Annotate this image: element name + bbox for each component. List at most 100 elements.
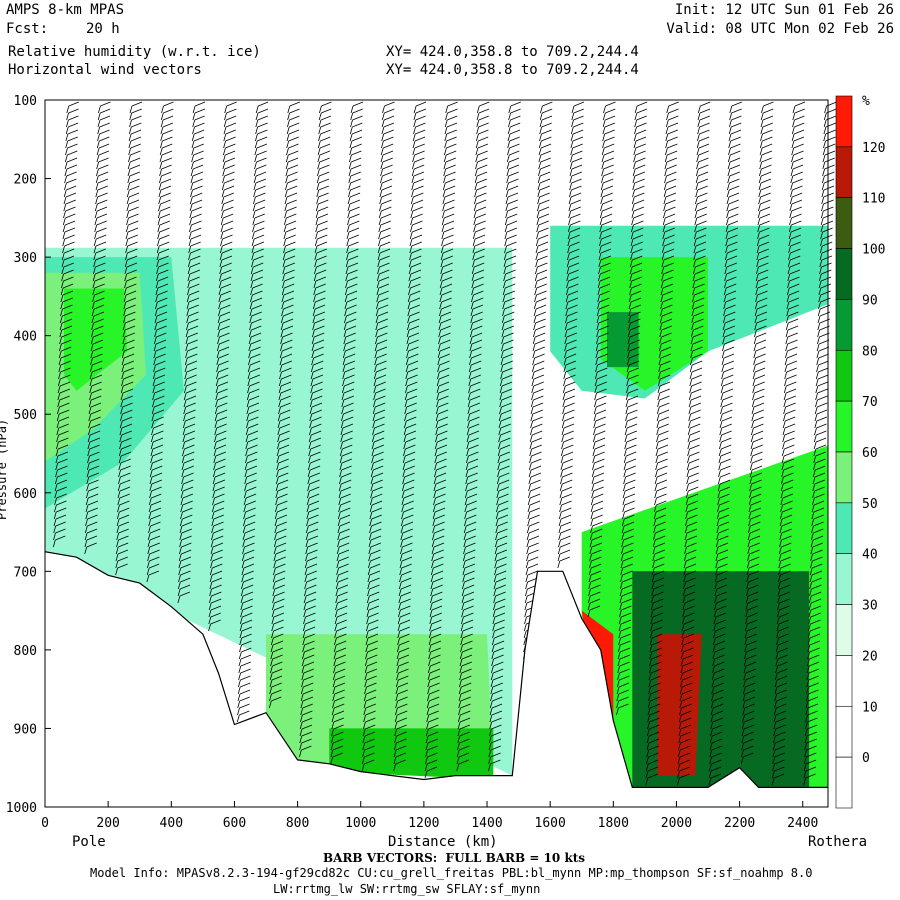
- x-tick-label-0: 0: [41, 816, 49, 831]
- barb-column-23: [771, 101, 806, 786]
- barb-note: BARB VECTORS: FULL BARB = 10 kts: [323, 851, 586, 865]
- colorbar-label-5: 50: [862, 497, 878, 512]
- barb-column-0: [52, 101, 79, 548]
- barb-column-14: [488, 101, 521, 772]
- wind-barb-layer: [52, 101, 837, 786]
- model-info: Model Info: MPASv8.2.3-194-gf29cd82c CU:…: [90, 866, 813, 880]
- x-tick-label-8: 1600: [535, 816, 566, 831]
- colorbar-swatch-8: [835, 502, 853, 555]
- x-tick-label-9: 1800: [598, 816, 629, 831]
- y-axis: 100 200 300 400 500 600 700 800 900 1000: [6, 94, 51, 816]
- colorbar-swatch-2: [835, 197, 853, 249]
- valid-time: Valid: 08 UTC Mon 02 Feb 26: [666, 21, 894, 37]
- barb-column-19: [645, 101, 679, 786]
- colorbar-label-11: 110: [862, 192, 885, 207]
- y-tick-label-1: 200: [14, 173, 37, 188]
- colorbar-unit: %: [862, 94, 870, 109]
- terrain-surface-line: [44, 551, 828, 788]
- barb-column-18: [616, 101, 648, 716]
- x-tick-label-4: 800: [286, 816, 309, 831]
- x-tick-label-1: 200: [96, 816, 119, 831]
- colorbar-label-8: 80: [862, 344, 878, 359]
- terrain-layer: [44, 551, 828, 807]
- barb-column-24: [803, 101, 837, 786]
- barb-column-16: [557, 101, 585, 569]
- colorbar-swatch-6: [835, 400, 853, 453]
- barb-column-13: [456, 101, 490, 772]
- x-end-label: Rothera: [808, 834, 867, 850]
- x-tick-label-5: 1000: [345, 816, 376, 831]
- colorbar-swatch-12: [835, 705, 853, 758]
- barb-column-5: [208, 101, 237, 632]
- cross-section-coords-1: XY= 424.0,358.8 to 709.2,244.4: [386, 44, 639, 60]
- x-tick-label-7: 1400: [471, 816, 502, 831]
- barb-column-15: [521, 101, 553, 709]
- colorbar-swatch-13: [835, 756, 853, 809]
- barb-column-11: [393, 101, 427, 772]
- y-tick-label-0: 100: [14, 94, 37, 109]
- colorbar-label-7: 70: [862, 395, 878, 410]
- barb-column-12: [424, 101, 458, 779]
- x-start-label: Pole: [72, 834, 106, 850]
- barb-column-7: [268, 101, 300, 709]
- barb-column-21: [708, 101, 742, 786]
- model-title: AMPS 8-km MPAS: [6, 2, 125, 18]
- rh-region-6: [607, 312, 639, 368]
- rh-region-9: [657, 634, 702, 776]
- x-tick-label-3: 600: [223, 816, 246, 831]
- barb-column-1: [84, 101, 111, 555]
- colorbar-label-9: 90: [862, 293, 878, 308]
- barb-column-9: [330, 101, 364, 765]
- colorbar-label-1: 10: [862, 700, 878, 715]
- colorbar-swatch-1: [835, 146, 853, 199]
- colorbar-swatch-10: [835, 604, 853, 656]
- barb-column-2: [115, 101, 143, 576]
- y-axis-label: Pressure (hPa): [0, 419, 9, 520]
- forecast-hours: 20 h: [86, 21, 120, 37]
- x-axis-label: Distance (km): [388, 834, 498, 850]
- y-tick-label-8: 900: [14, 722, 37, 737]
- y-tick-label-5: 600: [14, 487, 37, 502]
- y-tick-label-3: 400: [14, 330, 37, 345]
- field-name-rh: Relative humidity (w.r.t. ice): [8, 44, 261, 60]
- colorbar-swatch-0: [835, 95, 853, 148]
- cross-section-coords-2: XY= 424.0,358.8 to 709.2,244.4: [386, 62, 639, 78]
- colorbar-label-4: 40: [862, 548, 878, 563]
- barb-column-8: [299, 101, 332, 758]
- init-time: Init: 12 UTC Sun 01 Feb 26: [674, 2, 894, 18]
- colorbar-label-10: 100: [862, 243, 885, 258]
- forecast-label: Fcst:: [6, 21, 49, 37]
- colorbar-label-12: 120: [862, 141, 885, 156]
- y-tick-label-4: 500: [14, 408, 37, 423]
- x-tick-label-10: 2000: [661, 816, 692, 831]
- plot-frame: [44, 99, 829, 808]
- y-tick-label-7: 800: [14, 644, 37, 659]
- rh-region-3: [63, 288, 128, 391]
- colorbar-swatch-9: [835, 553, 853, 605]
- x-axis: 0 200 400 600 800 1000 1200 1400 1600 1800 2000 220…: [41, 801, 818, 831]
- barb-column-6: [236, 101, 269, 723]
- model-info-physics: LW:rrtmg_lw SW:rrtmg_sw SFLAY:sf_mynn: [273, 882, 541, 896]
- barb-column-22: [740, 101, 774, 765]
- terrain-mask: [45, 551, 828, 807]
- colorbar-label-6: 60: [862, 446, 878, 461]
- colorbar-swatch-5: [835, 349, 853, 402]
- colorbar-label-0: 0: [862, 751, 870, 766]
- y-tick-label-6: 700: [14, 565, 37, 580]
- x-tick-label-12: 2400: [787, 816, 818, 831]
- colorbar-label-2: 20: [862, 649, 878, 664]
- x-tick-label-2: 400: [160, 816, 183, 831]
- barb-column-4: [177, 101, 206, 604]
- barb-column-10: [361, 101, 395, 772]
- barb-column-20: [677, 101, 711, 786]
- colorbar-swatch-11: [835, 655, 853, 707]
- y-tick-label-9: 1000: [6, 801, 37, 816]
- x-tick-label-6: 1200: [408, 816, 439, 831]
- colorbar: 0 10 20 30 40 50 60 70 80 90 100 110 120: [835, 95, 885, 809]
- x-tick-label-11: 2200: [724, 816, 755, 831]
- colorbar-label-3: 30: [862, 599, 878, 614]
- field-name-wind: Horizontal wind vectors: [8, 62, 202, 78]
- y-tick-label-2: 300: [14, 251, 37, 266]
- colorbar-swatch-7: [835, 451, 853, 504]
